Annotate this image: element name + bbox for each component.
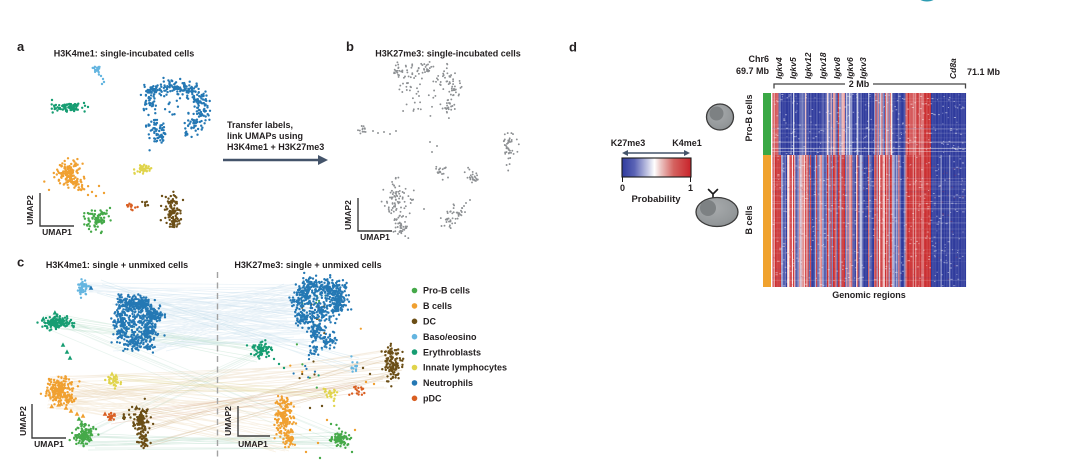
svg-text:69.7 Mb: 69.7 Mb: [736, 66, 770, 76]
svg-text:Innate lymphocytes: Innate lymphocytes: [423, 363, 507, 373]
svg-text:Igkv18: Igkv18: [818, 52, 828, 79]
svg-text:H3K27me3: single-incubated cel: H3K27me3: single-incubated cells: [375, 49, 521, 59]
svg-text:Igkv5: Igkv5: [788, 57, 798, 79]
svg-text:Igkv12: Igkv12: [803, 52, 813, 79]
svg-text:Erythroblasts: Erythroblasts: [423, 347, 481, 357]
svg-text:UMAP2: UMAP2: [223, 406, 233, 436]
svg-text:Transfer labels,: Transfer labels,: [227, 120, 293, 130]
svg-text:a: a: [17, 39, 25, 54]
svg-text:B cells: B cells: [744, 205, 754, 234]
svg-text:Igkv4: Igkv4: [774, 57, 784, 79]
svg-text:H3K4me1 + H3K27me3: H3K4me1 + H3K27me3: [227, 142, 324, 152]
svg-text:1: 1: [688, 183, 693, 193]
svg-text:link UMAPs using: link UMAPs using: [227, 131, 303, 141]
svg-text:Igkv8: Igkv8: [832, 57, 842, 79]
svg-text:Baso/eosino: Baso/eosino: [423, 332, 477, 342]
svg-text:Chr6: Chr6: [748, 54, 769, 64]
svg-text:H3K27me3: single + unmixed cel: H3K27me3: single + unmixed cells: [234, 260, 381, 270]
svg-text:UMAP2: UMAP2: [25, 195, 35, 225]
svg-text:K4me1: K4me1: [672, 138, 702, 148]
svg-text:Igkv3: Igkv3: [858, 57, 868, 79]
svg-text:Probability: Probability: [631, 194, 681, 205]
svg-text:K27me3: K27me3: [611, 138, 646, 148]
svg-text:UMAP2: UMAP2: [18, 406, 28, 436]
svg-text:UMAP2: UMAP2: [343, 200, 353, 230]
svg-text:UMAP1: UMAP1: [34, 439, 64, 449]
svg-text:UMAP1: UMAP1: [238, 439, 268, 449]
svg-text:Pro-B cells: Pro-B cells: [423, 286, 470, 296]
svg-text:b: b: [346, 39, 354, 54]
svg-text:Pro-B cells: Pro-B cells: [744, 94, 754, 141]
svg-text:71.1 Mb: 71.1 Mb: [967, 67, 1001, 77]
svg-text:H3K4me1: single + unmixed cell: H3K4me1: single + unmixed cells: [46, 260, 188, 270]
svg-text:DC: DC: [423, 317, 436, 327]
svg-text:UMAP1: UMAP1: [360, 232, 390, 242]
svg-text:2 Mb: 2 Mb: [849, 79, 870, 89]
svg-text:UMAP1: UMAP1: [42, 227, 72, 237]
svg-text:Igkv6: Igkv6: [845, 57, 855, 79]
svg-text:H3K4me1: single-incubated cell: H3K4me1: single-incubated cells: [54, 49, 195, 59]
svg-text:d: d: [569, 40, 577, 55]
svg-text:Cd8a: Cd8a: [948, 58, 958, 79]
svg-text:B cells: B cells: [423, 301, 452, 311]
svg-text:pDC: pDC: [423, 394, 442, 404]
svg-text:c: c: [17, 255, 24, 270]
svg-text:0: 0: [620, 183, 625, 193]
svg-text:Neutrophils: Neutrophils: [423, 378, 473, 388]
svg-text:Genomic regions: Genomic regions: [832, 290, 906, 300]
